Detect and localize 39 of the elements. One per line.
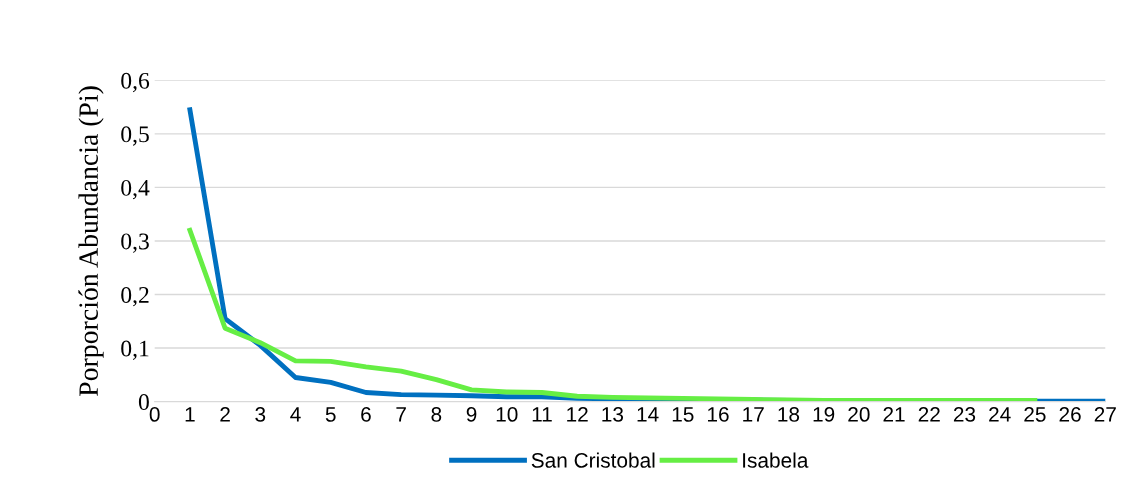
x-tick-label: 21 (883, 407, 905, 422)
x-tick-label: 1 (185, 407, 195, 422)
x-tick-label: 9 (466, 407, 477, 422)
x-tick-label: 4 (290, 407, 301, 422)
y-tick-label: 0,5 (121, 126, 149, 146)
y-tick-label: 0,2 (121, 287, 149, 307)
y-tick-label: 0,3 (121, 233, 149, 253)
x-tick-label: 22 (918, 407, 940, 422)
legend-label: Isabela (743, 452, 809, 468)
x-tick-label: 6 (361, 407, 371, 422)
x-tick-label: 0 (149, 407, 160, 422)
x-tick-label: 13 (602, 407, 624, 422)
x-tick-label: 12 (567, 407, 588, 422)
x-tick-label: 7 (396, 407, 406, 422)
line-series (187, 227, 1038, 402)
x-tick-label: 24 (989, 407, 1011, 422)
x-tick-label: 27 (1094, 407, 1116, 422)
x-tick-label: 23 (953, 407, 976, 422)
x-tick-label: 15 (672, 407, 694, 422)
y-tick-label: 0,1 (121, 340, 149, 360)
x-tick-label: 20 (848, 407, 870, 422)
x-tick-label: 19 (813, 407, 835, 422)
y-axis-title: Porporción Abundancia (Pi) (78, 86, 104, 396)
x-tick-label: 8 (431, 407, 442, 422)
y-tick-label: 0,6 (121, 72, 150, 93)
x-tick-label: 25 (1024, 407, 1046, 422)
y-tick-label: 0 (138, 394, 149, 411)
x-tick-label: 26 (1059, 407, 1081, 422)
x-tick-label: 3 (255, 407, 266, 422)
x-tick-label: 2 (220, 407, 230, 422)
x-tick-label: 17 (743, 407, 764, 422)
y-tick-label: 0,4 (121, 179, 150, 200)
x-tick-label: 18 (778, 407, 800, 422)
x-tick-label: 14 (637, 407, 659, 422)
x-tick-label: 5 (325, 407, 336, 422)
legend-label: San Cristobal (531, 452, 655, 468)
x-tick-label: 10 (496, 407, 518, 422)
x-tick-label: 11 (532, 407, 552, 422)
x-tick-label: 16 (708, 407, 729, 422)
